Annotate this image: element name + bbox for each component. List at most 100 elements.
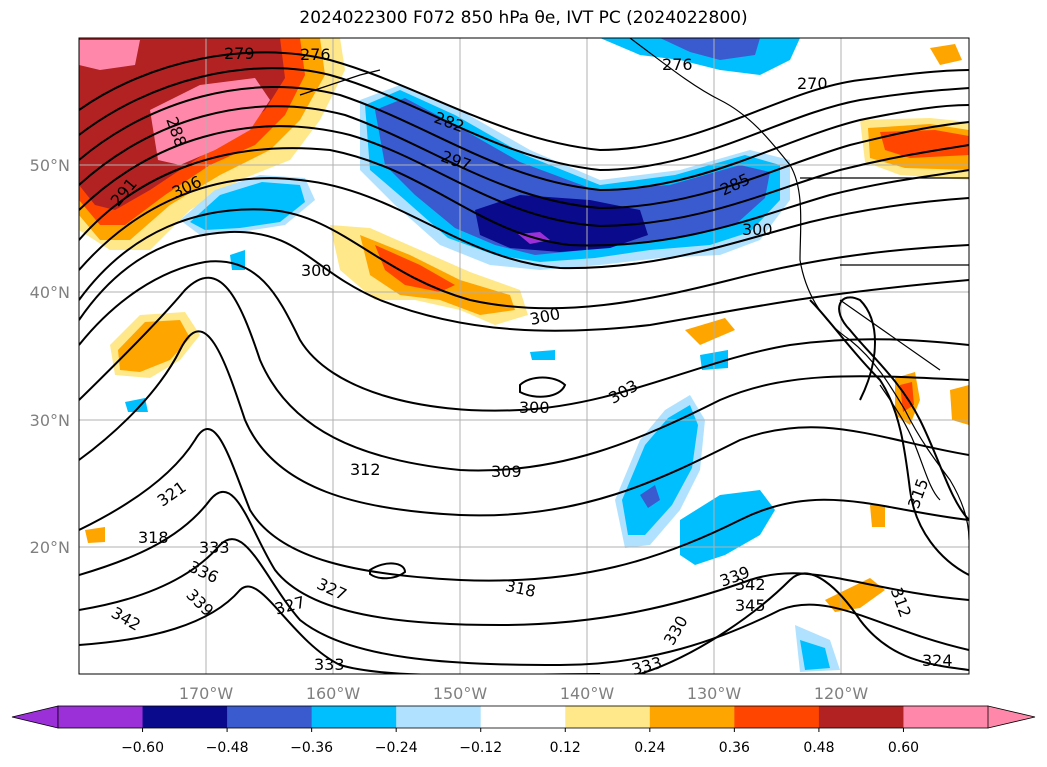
contour-line bbox=[79, 51, 969, 152]
contour-line bbox=[79, 491, 969, 627]
ivt-positive-region-e-edge bbox=[950, 385, 969, 425]
lat-tick-label: 20°N bbox=[30, 538, 70, 557]
colorbar-segment bbox=[396, 706, 482, 728]
lat-tick-label: 40°N bbox=[30, 283, 70, 302]
contour-label: 324 bbox=[922, 651, 953, 670]
ivt-negative-region-west-cyan bbox=[190, 182, 305, 230]
contour-label: 300 bbox=[742, 220, 773, 239]
state-border bbox=[800, 177, 969, 371]
contour-label: 318 bbox=[138, 528, 169, 547]
map-gridlines bbox=[79, 38, 969, 674]
coastline-islands bbox=[299, 69, 381, 96]
coastlines bbox=[299, 38, 969, 541]
longitude-axis: 170°W 160°W 150°W 140°W 130°W 120°W bbox=[179, 684, 869, 703]
colorbar-segment bbox=[565, 706, 651, 728]
colorbar-segment bbox=[311, 706, 397, 728]
lon-tick-label: 150°W bbox=[433, 684, 488, 703]
ivt-positive-region-se bbox=[825, 578, 885, 612]
colorbar-tick-label: −0.48 bbox=[206, 740, 249, 756]
contour-label: 345 bbox=[735, 596, 766, 615]
colorbar-segment bbox=[227, 706, 313, 728]
ivt-positive-region-nw-pink-edge bbox=[79, 40, 140, 70]
contour-line bbox=[79, 330, 969, 517]
lon-tick-label: 140°W bbox=[560, 684, 615, 703]
colorbar-extend-max bbox=[987, 705, 1036, 729]
colorbar-segment bbox=[58, 706, 144, 728]
contour-line bbox=[79, 276, 969, 472]
colorbar-segment bbox=[903, 706, 989, 728]
contour-label: 279 bbox=[224, 44, 255, 63]
contour-line bbox=[79, 125, 969, 228]
colorbar-tick-label: 0.36 bbox=[719, 740, 750, 756]
colorbar-tick-label: 0.12 bbox=[550, 740, 581, 756]
ivt-negative-region-small-3 bbox=[530, 350, 555, 360]
colorbar-tick-label: 0.60 bbox=[888, 740, 919, 756]
ivt-negative-region-south2 bbox=[680, 490, 775, 565]
contour-label: 276 bbox=[300, 45, 331, 64]
contour-line bbox=[79, 260, 969, 412]
colorbar-tick-label: −0.24 bbox=[375, 740, 418, 756]
lon-tick-label: 160°W bbox=[306, 684, 361, 703]
contour-line bbox=[838, 296, 969, 521]
contour-line bbox=[809, 299, 969, 576]
ivt-positive-region-small-2 bbox=[85, 527, 105, 543]
contour-line bbox=[79, 230, 969, 332]
contour-line bbox=[639, 572, 969, 674]
contour-label: 312 bbox=[350, 460, 381, 479]
colorbar-segment bbox=[818, 706, 904, 728]
map-title: 2024022300 F072 850 hPa θe, IVT PC (2024… bbox=[299, 8, 748, 28]
colorbar-tick-label: −0.36 bbox=[290, 740, 333, 756]
colorbar-segment bbox=[142, 706, 228, 728]
ivt-negative-region-main-blue bbox=[375, 98, 770, 255]
contour-label: 333 bbox=[199, 538, 230, 557]
ivt-positive-region-west-orange bbox=[118, 320, 190, 372]
colorbar-extend-min bbox=[11, 705, 59, 729]
colorbar-segment bbox=[649, 706, 735, 728]
ivt-negative-region-se-cyan bbox=[800, 640, 830, 670]
colorbar-tick-label: 0.24 bbox=[634, 740, 665, 756]
colorbar-tick-label: −0.12 bbox=[459, 740, 502, 756]
colorbar-segment bbox=[734, 706, 820, 728]
ivt-positive-region-small-3 bbox=[685, 318, 735, 345]
contour-line bbox=[79, 147, 969, 247]
lon-tick-label: 170°W bbox=[179, 684, 234, 703]
contour-line bbox=[79, 585, 600, 674]
colorbar-tick-label: 0.48 bbox=[803, 740, 834, 756]
contour-line bbox=[369, 562, 407, 580]
lat-tick-label: 30°N bbox=[30, 411, 70, 430]
contour-line bbox=[79, 428, 969, 582]
coastline-north-america bbox=[629, 38, 969, 541]
coastline-baja bbox=[879, 384, 941, 501]
colorbar-tick-label: −0.60 bbox=[121, 740, 164, 756]
contour-line bbox=[79, 67, 969, 172]
contour-line bbox=[79, 538, 969, 667]
contour-label: 270 bbox=[797, 74, 828, 93]
contour-label: 333 bbox=[314, 655, 345, 674]
ivt-negative-region-small-1 bbox=[125, 398, 148, 412]
contour-line bbox=[79, 177, 969, 271]
theta-e-contours bbox=[79, 51, 969, 674]
contour-label: 309 bbox=[491, 462, 522, 481]
colorbar: −0.60 −0.48 −0.36 −0.24 −0.12 0.12 0.24 0.36 0.4… bbox=[11, 705, 1036, 756]
ivt-positive-region-ne-red bbox=[880, 130, 969, 158]
lon-tick-label: 120°W bbox=[814, 684, 869, 703]
contour-line bbox=[79, 105, 969, 210]
ivt-negative-region-top-blue bbox=[660, 38, 760, 60]
colorbar-frame bbox=[57, 705, 989, 729]
latitude-axis: 50°N 40°N 30°N 20°N bbox=[30, 156, 70, 557]
lat-tick-label: 50°N bbox=[30, 156, 70, 175]
ivt-negative-region-small-4 bbox=[230, 250, 245, 270]
contour-label: 276 bbox=[662, 55, 693, 74]
contour-label: 300 bbox=[301, 261, 332, 280]
ivt-positive-region-small-4 bbox=[870, 505, 885, 527]
contour-label: 342 bbox=[735, 575, 766, 594]
lon-tick-label: 130°W bbox=[687, 684, 742, 703]
ivt-positive-region-central-red bbox=[375, 245, 455, 292]
colorbar-segment bbox=[480, 706, 566, 728]
ivt-positive-region-small-1 bbox=[930, 44, 962, 65]
contour-line bbox=[519, 376, 567, 398]
contour-line bbox=[79, 208, 969, 310]
ivt-positive-region-nw-pink bbox=[150, 78, 270, 165]
contour-line bbox=[79, 86, 969, 192]
